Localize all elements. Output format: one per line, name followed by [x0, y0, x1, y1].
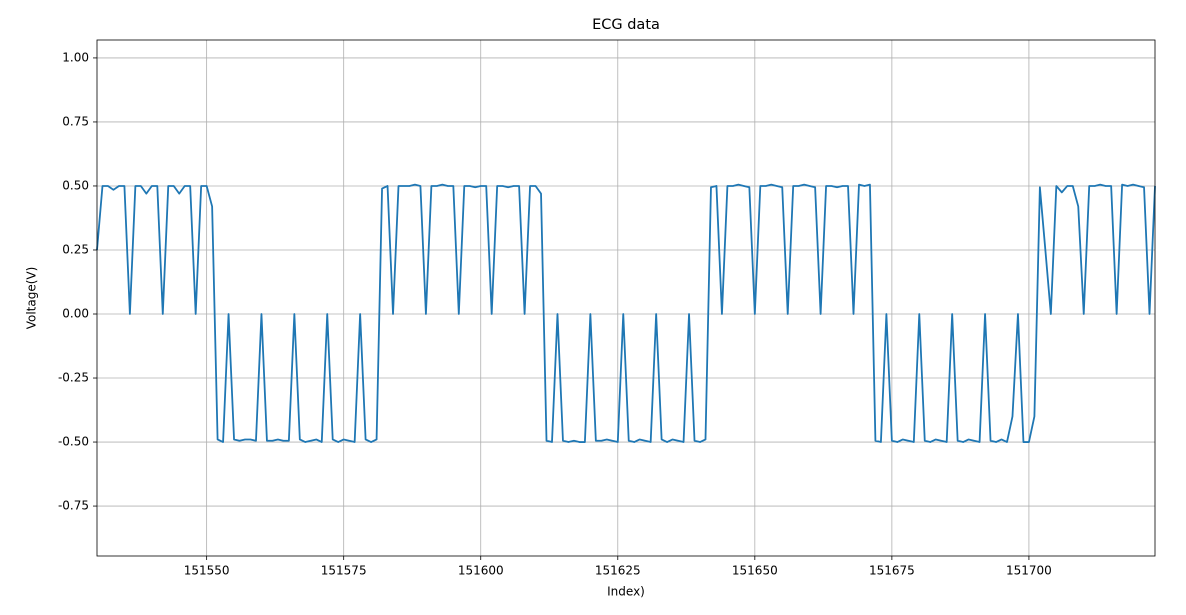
x-axis-label: Index) — [607, 585, 645, 599]
x-tick-label: 151675 — [869, 564, 915, 578]
x-tick-label: 151700 — [1006, 564, 1052, 578]
y-tick-label: -0.25 — [58, 371, 89, 385]
y-tick-label: -0.75 — [58, 499, 89, 513]
y-tick-label: 0.25 — [62, 242, 89, 256]
y-tick-label: 1.00 — [62, 50, 89, 64]
grid — [97, 40, 1155, 556]
plot-area — [96, 183, 1156, 443]
x-tick-label: 151650 — [732, 564, 778, 578]
y-tick-label: 0.50 — [62, 178, 89, 192]
x-tick-label: 151600 — [458, 564, 504, 578]
x-tick-label: 151550 — [184, 564, 230, 578]
data-line — [96, 183, 1156, 443]
y-tick-label: 0.75 — [62, 114, 89, 128]
y-tick-label: -0.50 — [58, 435, 89, 449]
x-tick-label: 151575 — [321, 564, 367, 578]
x-tick-label: 151625 — [595, 564, 641, 578]
axes-frame — [96, 39, 1156, 557]
y-tick-label: 0.00 — [62, 307, 89, 321]
y-axis-label: Voltage(V) — [25, 267, 39, 330]
chart-title: ECG data — [592, 17, 660, 33]
